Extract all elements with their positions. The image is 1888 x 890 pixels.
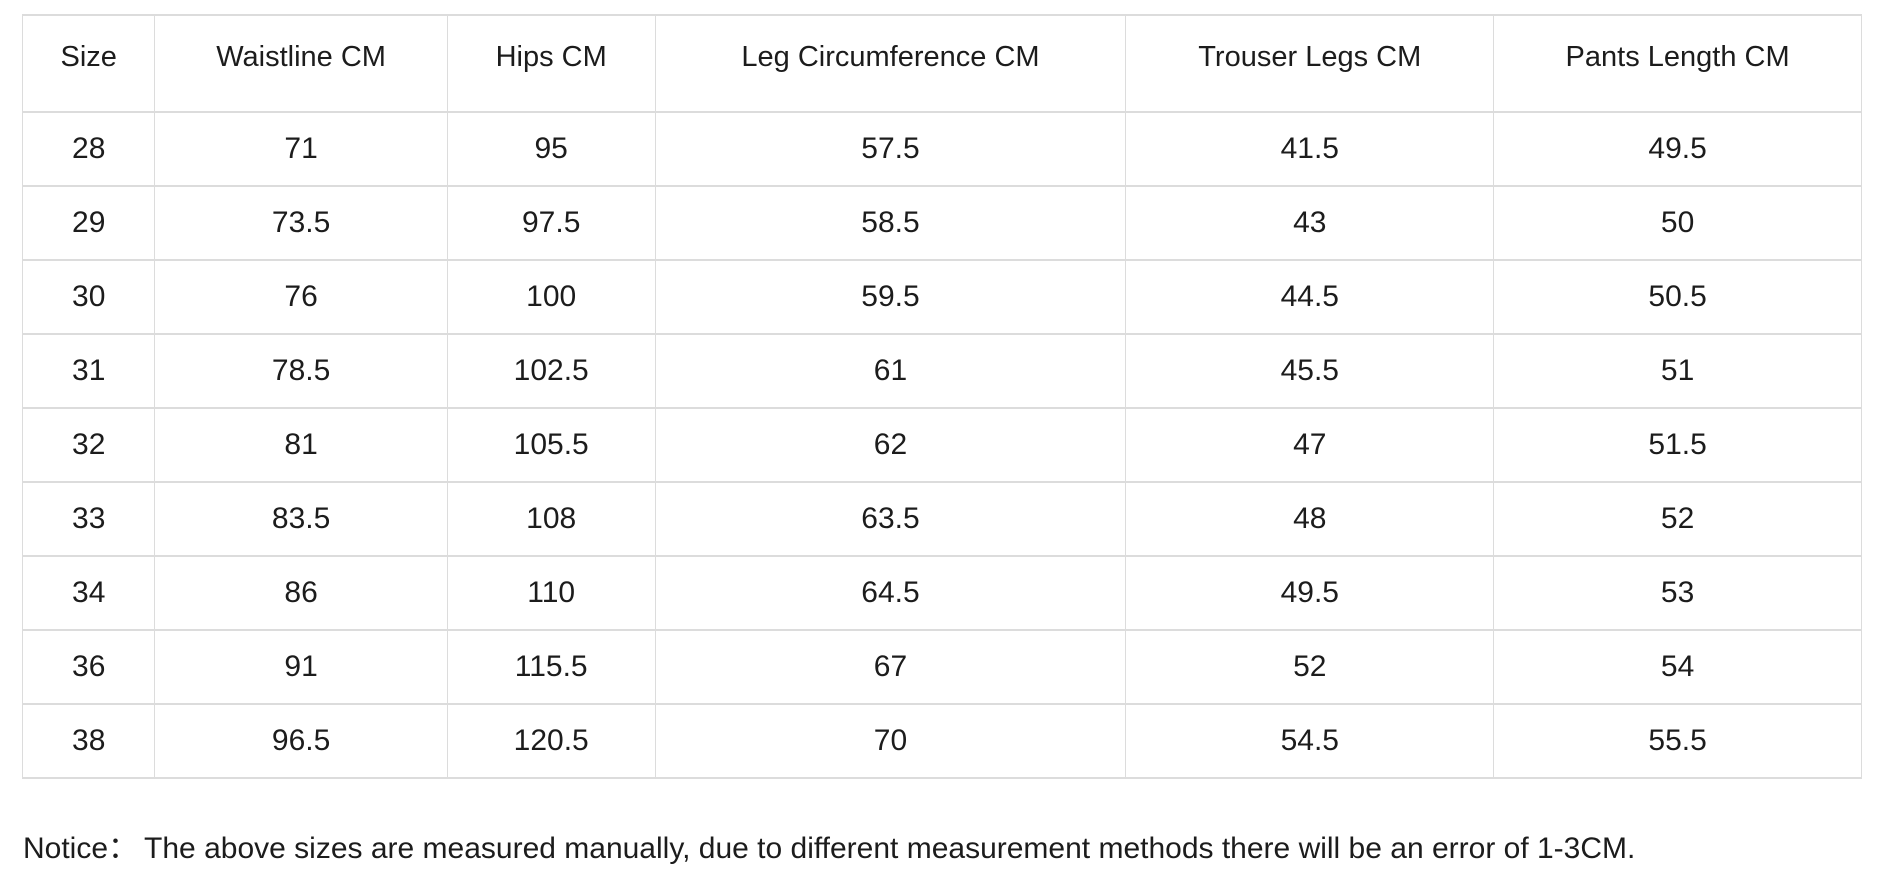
table-cell: 73.5 bbox=[154, 185, 448, 261]
table-cell: 67 bbox=[654, 629, 1127, 705]
table-cell: 32 bbox=[21, 407, 156, 483]
table-row: 36 91 115.5 67 52 54 bbox=[21, 629, 1862, 705]
table-cell: 43 bbox=[1125, 185, 1495, 261]
table-cell: 61 bbox=[654, 333, 1127, 409]
table-cell: 70 bbox=[654, 703, 1127, 779]
table-cell: 96.5 bbox=[154, 703, 448, 779]
header-cell: Pants Length CM bbox=[1493, 14, 1862, 113]
table-cell: 58.5 bbox=[654, 185, 1127, 261]
notice-text: The above sizes are measured manually, d… bbox=[144, 832, 1636, 865]
table-cell: 52 bbox=[1125, 629, 1495, 705]
table-cell: 49.5 bbox=[1125, 555, 1495, 631]
header-cell: Hips CM bbox=[446, 14, 656, 113]
table-cell: 53 bbox=[1493, 555, 1862, 631]
table-cell: 81 bbox=[154, 407, 448, 483]
table-cell: 83.5 bbox=[154, 481, 448, 557]
size-chart-table: Size Waistline CM Hips CM Leg Circumference… bbox=[21, 14, 1862, 779]
table-row: 30 76 100 59.5 44.5 50.5 bbox=[21, 259, 1862, 335]
table-cell: 38 bbox=[21, 703, 156, 779]
table-cell: 55.5 bbox=[1493, 703, 1862, 779]
table-cell: 105.5 bbox=[446, 407, 656, 483]
header-row: Size Waistline CM Hips CM Leg Circumference… bbox=[21, 14, 1862, 113]
table-cell: 120.5 bbox=[446, 703, 656, 779]
header-cell: Leg Circumference CM bbox=[654, 14, 1127, 113]
table-cell: 31 bbox=[21, 333, 156, 409]
table-cell: 78.5 bbox=[154, 333, 448, 409]
table-cell: 44.5 bbox=[1125, 259, 1495, 335]
table-cell: 36 bbox=[21, 629, 156, 705]
header-cell: Waistline CM bbox=[154, 14, 448, 113]
table-row: 31 78.5 102.5 61 45.5 51 bbox=[21, 333, 1862, 409]
table-cell: 115.5 bbox=[446, 629, 656, 705]
notice-label: Notice： bbox=[23, 832, 139, 865]
table-cell: 59.5 bbox=[654, 259, 1127, 335]
table-cell: 47 bbox=[1125, 407, 1495, 483]
table-cell: 28 bbox=[21, 111, 156, 187]
table-row: 33 83.5 108 63.5 48 52 bbox=[21, 481, 1862, 557]
table-row: 34 86 110 64.5 49.5 53 bbox=[21, 555, 1862, 631]
table-cell: 97.5 bbox=[446, 185, 656, 261]
header-cell: Trouser Legs CM bbox=[1125, 14, 1495, 113]
header-cell: Size bbox=[21, 14, 156, 113]
notice: Notice： The above sizes are measured manu… bbox=[22, 831, 1862, 867]
table-cell: 64.5 bbox=[654, 555, 1127, 631]
table-cell: 108 bbox=[446, 481, 656, 557]
table-cell: 54.5 bbox=[1125, 703, 1495, 779]
size-chart-header: Size Waistline CM Hips CM Leg Circumference… bbox=[21, 14, 1862, 113]
table-row: 38 96.5 120.5 70 54.5 55.5 bbox=[21, 703, 1862, 779]
table-cell: 45.5 bbox=[1125, 333, 1495, 409]
table-cell: 95 bbox=[446, 111, 656, 187]
table-cell: 57.5 bbox=[654, 111, 1127, 187]
table-cell: 100 bbox=[446, 259, 656, 335]
table-cell: 49.5 bbox=[1493, 111, 1862, 187]
table-cell: 76 bbox=[154, 259, 448, 335]
table-row: 29 73.5 97.5 58.5 43 50 bbox=[21, 185, 1862, 261]
table-row: 32 81 105.5 62 47 51.5 bbox=[21, 407, 1862, 483]
table-cell: 51.5 bbox=[1493, 407, 1862, 483]
table-cell: 41.5 bbox=[1125, 111, 1495, 187]
table-cell: 86 bbox=[154, 555, 448, 631]
table-cell: 71 bbox=[154, 111, 448, 187]
table-cell: 51 bbox=[1493, 333, 1862, 409]
table-cell: 30 bbox=[21, 259, 156, 335]
table-cell: 91 bbox=[154, 629, 448, 705]
table-cell: 33 bbox=[21, 481, 156, 557]
table-cell: 63.5 bbox=[654, 481, 1127, 557]
table-cell: 52 bbox=[1493, 481, 1862, 557]
table-row: 28 71 95 57.5 41.5 49.5 bbox=[21, 111, 1862, 187]
table-cell: 110 bbox=[446, 555, 656, 631]
table-cell: 54 bbox=[1493, 629, 1862, 705]
size-chart-body: 28 71 95 57.5 41.5 49.5 29 73.5 97.5 58.5 43 50 30 76… bbox=[21, 111, 1862, 779]
table-cell: 50 bbox=[1493, 185, 1862, 261]
table-cell: 62 bbox=[654, 407, 1127, 483]
table-cell: 102.5 bbox=[446, 333, 656, 409]
table-cell: 50.5 bbox=[1493, 259, 1862, 335]
table-cell: 34 bbox=[21, 555, 156, 631]
table-cell: 29 bbox=[21, 185, 156, 261]
table-cell: 48 bbox=[1125, 481, 1495, 557]
